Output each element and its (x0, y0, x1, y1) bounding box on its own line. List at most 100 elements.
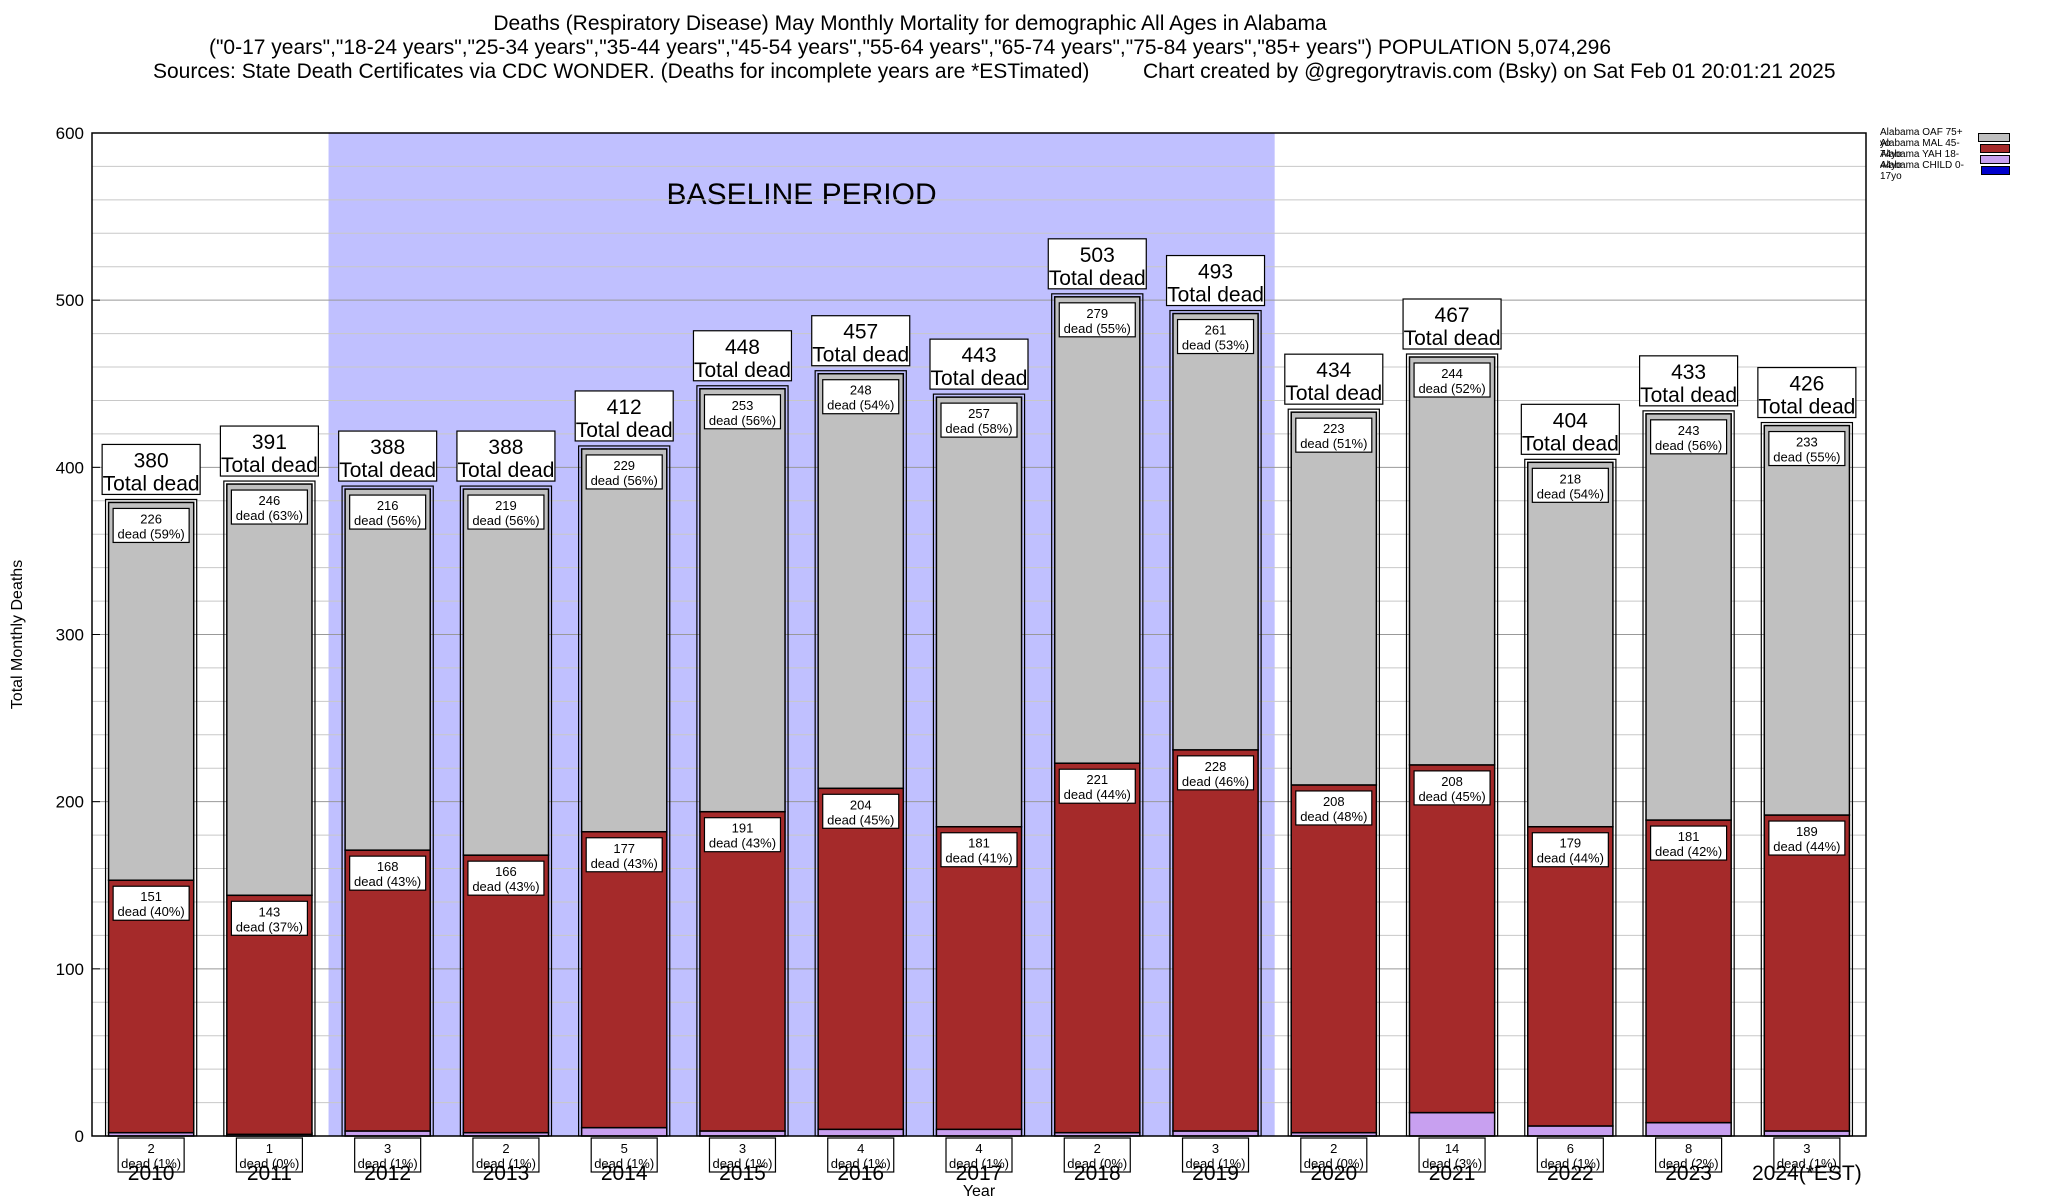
total-label: 426 (1789, 373, 1824, 396)
data-label-oaf: dead (53%) (1182, 338, 1249, 353)
total-label: Total dead (576, 419, 673, 442)
data-label-oaf: dead (56%) (354, 513, 421, 528)
total-label: 503 (1080, 244, 1115, 267)
data-label-yah: 8 (1685, 1141, 1692, 1156)
bar-segment-mal (462, 854, 550, 1134)
data-label-yah-box (1773, 1137, 1841, 1173)
data-label-mal-box (1295, 790, 1373, 826)
data-label-yah: dead (0%) (1304, 1156, 1364, 1171)
data-label-oaf-box (1649, 419, 1728, 455)
data-label-oaf-box (112, 507, 190, 544)
y-tick-label: 200 (56, 793, 84, 812)
data-label-mal-box (112, 885, 190, 921)
data-label-yah: 2 (1330, 1141, 1337, 1156)
data-label-mal: 228 (1205, 759, 1227, 774)
data-label-yah: dead (1%) (1777, 1156, 1837, 1171)
x-tick-label: 2018 (1074, 1162, 1121, 1185)
data-label-yah: 4 (975, 1141, 982, 1156)
bar-segment-mal (580, 831, 668, 1129)
bar-segment-mal (1645, 819, 1732, 1124)
data-label-mal: dead (37%) (236, 919, 303, 934)
data-label-oaf: dead (56%) (709, 413, 776, 428)
total-label: Total dead (1285, 382, 1382, 405)
legend-swatch-yah (1979, 155, 2010, 164)
total-label-box (1047, 238, 1147, 290)
plot-frame (91, 132, 1867, 1137)
bar-segment-mal (699, 810, 786, 1132)
bar-segment-yah (1527, 1125, 1614, 1137)
data-label-mal: dead (46%) (1182, 774, 1249, 789)
data-label-oaf: dead (54%) (1537, 486, 1604, 501)
data-label-yah: 2 (148, 1141, 155, 1156)
bar-segment-oaf (107, 501, 195, 881)
data-label-oaf: 226 (140, 511, 162, 526)
total-label-box (692, 330, 793, 382)
data-label-mal-box (1413, 770, 1491, 806)
data-label-yah: dead (1%) (949, 1156, 1009, 1171)
data-label-oaf-box (1413, 362, 1491, 398)
data-label-mal: dead (42%) (1655, 844, 1722, 859)
legend-swatch-oaf (1978, 133, 2010, 142)
data-label-yah-box (1300, 1137, 1368, 1173)
bar-segment-oaf (1763, 424, 1851, 816)
data-label-oaf: 244 (1441, 366, 1463, 381)
data-label-oaf: dead (56%) (591, 473, 658, 488)
total-label: 388 (488, 436, 523, 459)
y-tick-label: 500 (56, 291, 84, 310)
data-label-yah-box (1181, 1137, 1250, 1173)
total-label: 457 (843, 321, 878, 344)
y-tick-label: 400 (56, 458, 84, 477)
chart-title-line-3: Sources: State Death Certificates via CD… (0, 60, 1836, 84)
x-tick-label: 2012 (364, 1162, 411, 1185)
total-label: Total dead (221, 454, 318, 477)
data-label-mal: dead (45%) (1418, 789, 1485, 804)
data-label-oaf-box (585, 454, 663, 490)
legend-item-yah: Alabama YAH 18-44yo (1880, 149, 2010, 171)
data-label-oaf: dead (55%) (1773, 450, 1840, 465)
total-label: 448 (725, 336, 760, 359)
data-label-mal: dead (48%) (1300, 809, 1367, 824)
data-label-oaf: 253 (732, 398, 754, 413)
data-label-yah: dead (1%) (594, 1156, 654, 1171)
data-label-mal: 191 (732, 821, 754, 836)
total-label: Total dead (1049, 267, 1146, 290)
data-label-yah: 3 (1212, 1141, 1219, 1156)
chart-legend: Alabama OAF 75+ yo Alabama MAL 45-74yo A… (1880, 127, 2010, 182)
data-label-mal-box (1058, 768, 1136, 804)
data-label-mal-box (940, 832, 1018, 868)
data-label-mal: 179 (1559, 836, 1581, 851)
total-label: 388 (370, 436, 405, 459)
total-label-box (338, 430, 438, 482)
data-label-mal-box (1649, 825, 1728, 861)
data-label-yah-box (117, 1137, 185, 1173)
data-label-mal: dead (43%) (354, 874, 421, 889)
total-label: Total dead (1522, 432, 1619, 455)
data-label-yah: dead (3%) (1422, 1156, 1482, 1171)
data-label-yah: 4 (857, 1141, 864, 1156)
data-label-mal-box (230, 900, 308, 936)
total-label: 493 (1198, 261, 1233, 284)
data-label-mal: dead (40%) (118, 904, 185, 919)
total-label: Total dead (339, 459, 436, 482)
data-label-mal-box (585, 837, 663, 873)
total-label: 433 (1671, 361, 1706, 384)
chart-title-line-2: ("0-17 years","18-24 years","25-34 years… (208, 36, 1612, 59)
data-label-yah: dead (1%) (358, 1156, 418, 1171)
data-label-mal-box (822, 793, 900, 829)
data-label-mal: dead (44%) (1537, 851, 1604, 866)
bar-segment-yah (1408, 1111, 1496, 1137)
data-label-yah-box (945, 1137, 1013, 1173)
total-label-box (1638, 355, 1739, 407)
credit-text: Chart created by @gregorytravis.com (Bsk… (1143, 60, 1836, 83)
data-label-oaf: 216 (377, 498, 399, 513)
baseline-label: BASELINE PERIOD (667, 178, 937, 211)
data-label-oaf: 261 (1205, 323, 1227, 338)
data-label-oaf: dead (52%) (1418, 381, 1485, 396)
x-tick-label: 2010 (128, 1162, 175, 1185)
legend-swatch-child (1980, 166, 2010, 175)
bar-segment-oaf (817, 372, 905, 790)
bar-segment-mal (935, 825, 1023, 1131)
total-label: Total dead (694, 359, 791, 382)
bar-segment-yah (344, 1130, 431, 1137)
